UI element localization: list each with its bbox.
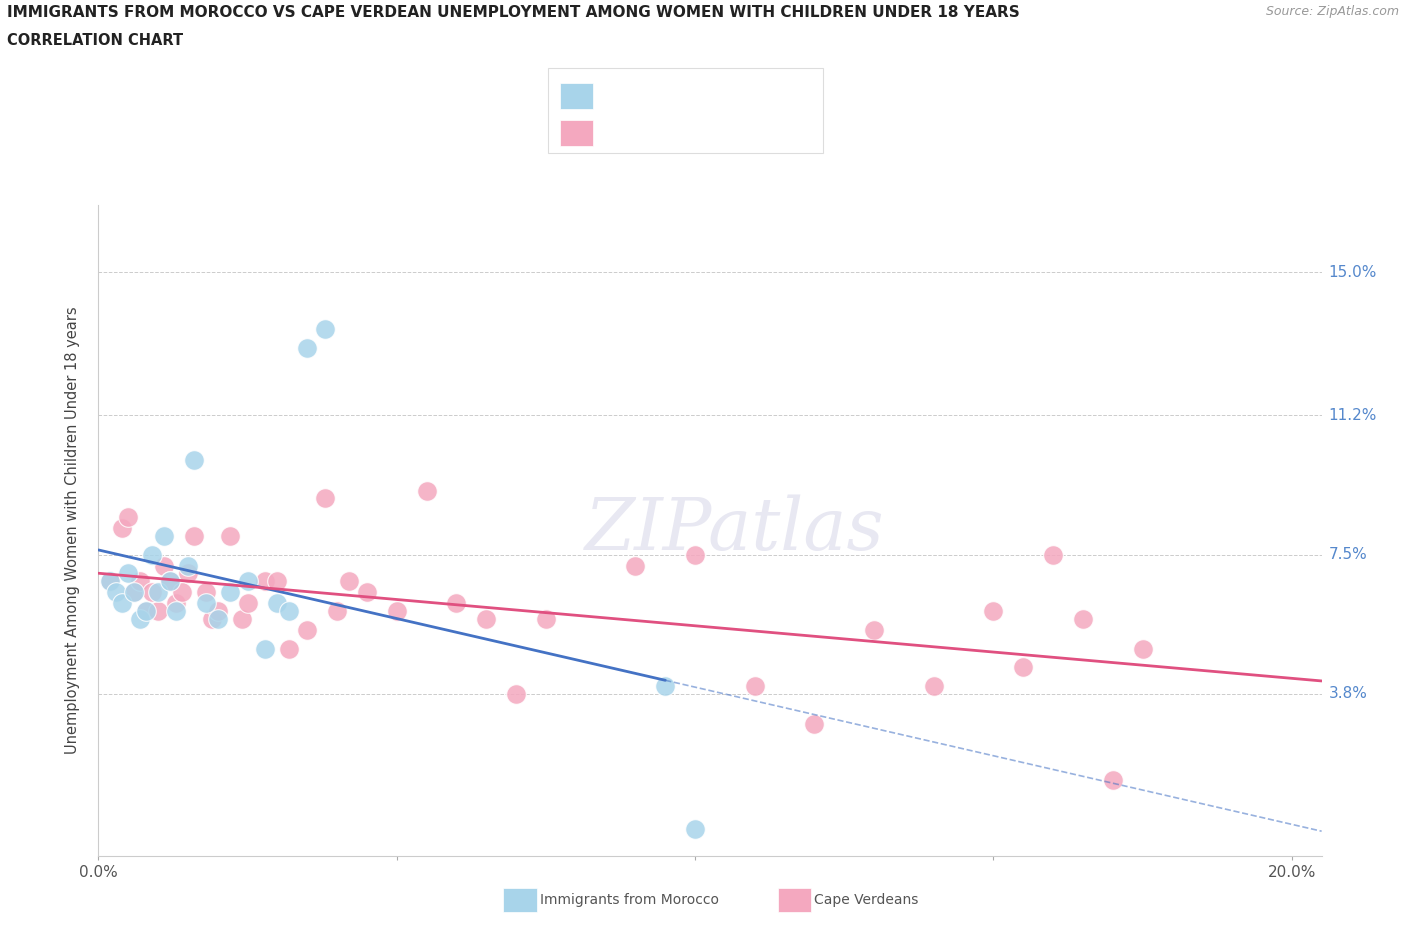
Point: [266, 596, 288, 611]
Point: [863, 622, 886, 637]
Text: N =: N =: [700, 88, 742, 103]
Point: [201, 611, 224, 626]
Point: [135, 604, 157, 618]
Point: [922, 679, 945, 694]
Text: Cape Verdeans: Cape Verdeans: [814, 893, 918, 908]
Point: [1101, 773, 1123, 788]
Point: [177, 566, 200, 581]
Point: [297, 622, 319, 637]
Point: [159, 574, 181, 589]
Point: [117, 566, 139, 581]
Point: [231, 611, 253, 626]
Point: [207, 611, 229, 626]
Point: [236, 574, 259, 589]
Point: [122, 585, 145, 600]
Point: [135, 604, 157, 618]
Point: [744, 679, 766, 694]
Point: [314, 322, 336, 337]
Point: [475, 611, 498, 626]
Point: [117, 510, 139, 525]
Point: [624, 558, 647, 573]
Point: [194, 585, 217, 600]
Text: 3.8%: 3.8%: [1329, 686, 1368, 701]
Text: 25: 25: [738, 88, 756, 103]
Point: [218, 528, 240, 543]
Point: [1132, 641, 1154, 656]
Point: [278, 641, 301, 656]
Text: 46: 46: [738, 126, 756, 140]
Point: [415, 484, 437, 498]
Point: [146, 604, 169, 618]
Point: [141, 547, 163, 562]
Point: [266, 574, 288, 589]
Point: [165, 604, 187, 618]
Point: [654, 679, 676, 694]
Point: [194, 596, 217, 611]
Text: CORRELATION CHART: CORRELATION CHART: [7, 33, 183, 47]
Point: [183, 528, 205, 543]
Point: [98, 574, 121, 589]
Point: [1042, 547, 1064, 562]
Point: [337, 574, 360, 589]
Point: [254, 574, 277, 589]
Text: N =: N =: [700, 126, 742, 140]
Point: [683, 547, 706, 562]
Text: 11.2%: 11.2%: [1329, 408, 1376, 423]
Text: Immigrants from Morocco: Immigrants from Morocco: [540, 893, 718, 908]
Point: [534, 611, 557, 626]
Text: 15.0%: 15.0%: [1329, 265, 1376, 280]
Point: [326, 604, 349, 618]
Point: [122, 585, 145, 600]
Y-axis label: Unemployment Among Women with Children Under 18 years: Unemployment Among Women with Children U…: [65, 306, 80, 754]
Text: ZIPatlas: ZIPatlas: [585, 495, 884, 565]
Point: [170, 585, 193, 600]
Point: [297, 340, 319, 355]
Point: [803, 716, 825, 731]
Point: [129, 574, 152, 589]
Point: [153, 558, 176, 573]
Point: [105, 585, 128, 600]
Point: [177, 558, 200, 573]
Point: [111, 521, 134, 536]
Point: [183, 453, 205, 468]
Point: [983, 604, 1005, 618]
Point: [129, 611, 152, 626]
Point: [98, 574, 121, 589]
Point: [207, 604, 229, 618]
Point: [165, 596, 187, 611]
Text: -0.178: -0.178: [633, 126, 681, 140]
Point: [153, 528, 176, 543]
Point: [314, 491, 336, 506]
Point: [254, 641, 277, 656]
Point: [1071, 611, 1094, 626]
Text: Source: ZipAtlas.com: Source: ZipAtlas.com: [1265, 5, 1399, 18]
Text: -0.131: -0.131: [633, 88, 681, 103]
Point: [141, 585, 163, 600]
Point: [146, 585, 169, 600]
Text: R =: R =: [602, 126, 633, 140]
Text: IMMIGRANTS FROM MOROCCO VS CAPE VERDEAN UNEMPLOYMENT AMONG WOMEN WITH CHILDREN U: IMMIGRANTS FROM MOROCCO VS CAPE VERDEAN …: [7, 5, 1019, 20]
Point: [505, 686, 527, 701]
Point: [236, 596, 259, 611]
Point: [111, 596, 134, 611]
Point: [385, 604, 408, 618]
Point: [446, 596, 468, 611]
Point: [1012, 660, 1035, 675]
Point: [356, 585, 378, 600]
Point: [683, 822, 706, 837]
Text: R =: R =: [602, 88, 633, 103]
Text: 7.5%: 7.5%: [1329, 547, 1368, 562]
Point: [218, 585, 240, 600]
Point: [159, 574, 181, 589]
Point: [278, 604, 301, 618]
